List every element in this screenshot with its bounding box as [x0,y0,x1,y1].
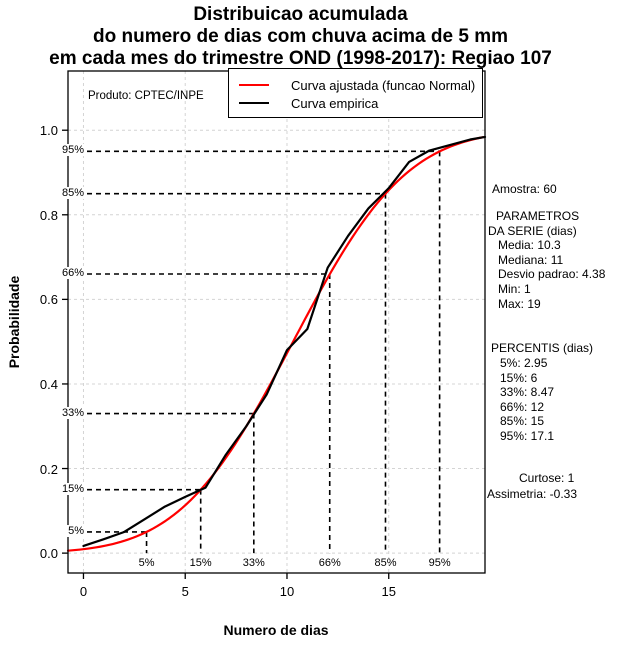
percentile-axis-label: 15% [44,482,84,495]
empirical-curve [82,135,487,548]
percentile-axis-label: 95% [44,144,84,157]
side-panel-line: Media: 10.3 [498,238,561,252]
percentile-axis-label: 85% [44,186,84,199]
percentile-bottom-label: 85% [374,557,397,569]
y-tick-label: 0.2 [39,461,58,477]
percentile-axis-label: 66% [44,266,84,279]
chart-title-line-1: Distribuicao acumulada [193,4,408,25]
chart-legend: Curva ajustada (funcao Normal) Curva empi… [228,68,483,118]
x-tick-label: 5 [181,584,189,599]
legend-item: Curva ajustada (funcao Normal) [239,77,475,93]
percentile-bottom-label: 66% [318,557,341,569]
side-panel-line: 15%: 6 [500,371,538,385]
product-label: Produto: CPTEC/INPE [88,90,204,102]
x-tick-label: 10 [279,584,295,599]
side-panel-line: 85%: 15 [500,414,545,428]
percentile-axis-label: 5% [44,524,84,537]
side-panel-line: Min: 1 [498,282,531,296]
y-tick-label: 1.0 [39,123,58,139]
side-panel-line: DA SERIE (dias) [488,224,577,238]
x-tick-label: 15 [381,584,396,599]
percentile-bottom-label: 95% [428,557,451,569]
chart-title-line-2: do numero de dias com chuva acima de 5 m… [93,26,508,47]
side-panel-line: Assimetria: -0.33 [487,487,578,501]
y-axis-label: Probabilidade [6,275,22,369]
legend-item: Curva empirica [239,95,378,111]
y-tick-label: 0.6 [39,292,58,308]
percentile-axis-label: 33% [44,406,84,419]
side-panel-line: Max: 19 [498,297,541,311]
side-panel-line: 66%: 12 [500,400,545,414]
legend-item-label: Curva ajustada (funcao Normal) [291,77,476,93]
legend-line-swatch [239,83,269,87]
side-panel-line: 5%: 2.95 [500,356,548,370]
y-tick-label: 0.8 [39,207,58,223]
y-tick-label: 0.0 [39,546,58,562]
side-panel-line: PERCENTIS (dias) [491,341,594,355]
side-panel-line: Desvio padrao: 4.38 [498,267,606,281]
side-panel-line: 95%: 17.1 [500,429,555,443]
chart-title-line-3: em cada mes do trimestre OND (1998-2017)… [49,48,552,69]
y-tick-label: 0.4 [39,376,58,392]
side-panel-line: Amostra: 60 [492,182,557,196]
percentile-bottom-label: 15% [189,557,212,569]
percentile-bottom-label: 33% [242,557,265,569]
legend-item-label: Curva empirica [291,95,379,111]
legend-line-swatch [239,101,269,105]
side-panel-line: 33%: 8.47 [500,385,555,399]
side-panel-line: PARAMETROS [496,209,580,223]
percentile-bottom-label: 5% [138,557,155,569]
x-tick-label: 0 [79,584,88,599]
plot-border [67,70,486,574]
side-panel-line: Curtose: 1 [519,471,575,485]
fitted-normal-curve [66,136,485,552]
x-axis-label: Numero de dias [223,622,329,638]
side-panel-line: Mediana: 11 [498,253,564,267]
